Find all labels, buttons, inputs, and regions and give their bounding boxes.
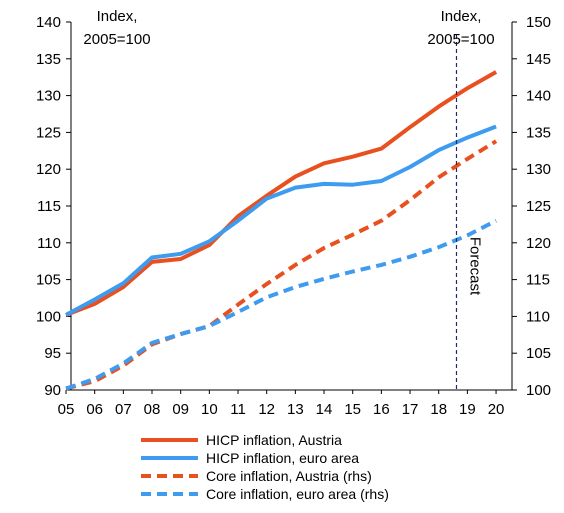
right-tick-label: 150 <box>526 14 551 31</box>
right-tick-label: 100 <box>526 382 551 399</box>
x-tick-label: 19 <box>459 401 476 418</box>
left-tick-label: 140 <box>36 14 61 31</box>
legend-label-4: Core inflation, euro area (rhs) <box>206 486 389 502</box>
legend-label-2: HICP inflation, euro area <box>206 450 359 466</box>
left-tick-label: 120 <box>36 161 61 178</box>
right-tick-label: 115 <box>526 272 550 289</box>
left-axis-unit-line-2: 2005=100 <box>83 31 150 48</box>
right-axis-unit-line-1: Index, <box>441 8 482 25</box>
x-tick-label: 05 <box>58 401 75 418</box>
left-tick-label: 115 <box>37 198 61 215</box>
left-tick-label: 125 <box>36 124 61 141</box>
x-tick-label: 18 <box>430 401 447 418</box>
right-tick-label: 130 <box>526 161 551 178</box>
x-tick-label: 13 <box>287 401 304 418</box>
legend: HICP inflation, Austria HICP inflation, e… <box>141 432 389 502</box>
right-tick-label: 140 <box>526 88 551 105</box>
x-tick-label: 20 <box>488 401 505 418</box>
x-tick-label: 16 <box>373 401 390 418</box>
series-line-3 <box>65 139 498 391</box>
legend-label-1: HICP inflation, Austria <box>206 432 342 448</box>
left-tick-label: 105 <box>36 272 61 289</box>
left-axis-unit-line-1: Index, <box>97 8 138 25</box>
right-tick-label: 125 <box>526 198 551 215</box>
x-tick-label: 08 <box>144 401 161 418</box>
right-tick-label: 110 <box>526 308 550 325</box>
x-tick-label: 15 <box>344 401 361 418</box>
left-tick-label: 135 <box>36 51 61 68</box>
series-line-2 <box>65 124 497 317</box>
x-tick-label: 11 <box>230 401 246 418</box>
right-tick-label: 135 <box>526 124 551 141</box>
forecast-label: Forecast <box>466 237 483 296</box>
series-layer <box>65 70 498 391</box>
x-tick-label: 10 <box>201 401 218 418</box>
right-tick-label: 120 <box>526 235 551 252</box>
x-tick-label: 06 <box>86 401 103 418</box>
right-tick-label: 105 <box>526 345 551 362</box>
x-tick-label: 17 <box>402 401 419 418</box>
series-line-4 <box>65 218 498 391</box>
left-tick-label: 90 <box>44 382 61 399</box>
right-tick-label: 145 <box>526 51 551 68</box>
x-tick-label: 07 <box>115 401 132 418</box>
right-axis-unit-line-2: 2005=100 <box>427 31 494 48</box>
x-tick-label: 09 <box>172 401 189 418</box>
chart-axes: 9095100105110115120125130135140100105110… <box>36 14 551 418</box>
series-line-1 <box>65 70 498 317</box>
left-tick-label: 100 <box>36 308 61 325</box>
left-tick-label: 130 <box>36 88 61 105</box>
legend-label-3: Core inflation, Austria (rhs) <box>206 468 372 484</box>
left-tick-label: 110 <box>37 235 61 252</box>
x-tick-label: 12 <box>258 401 275 418</box>
x-tick-label: 14 <box>316 401 333 418</box>
left-tick-label: 95 <box>44 345 61 362</box>
